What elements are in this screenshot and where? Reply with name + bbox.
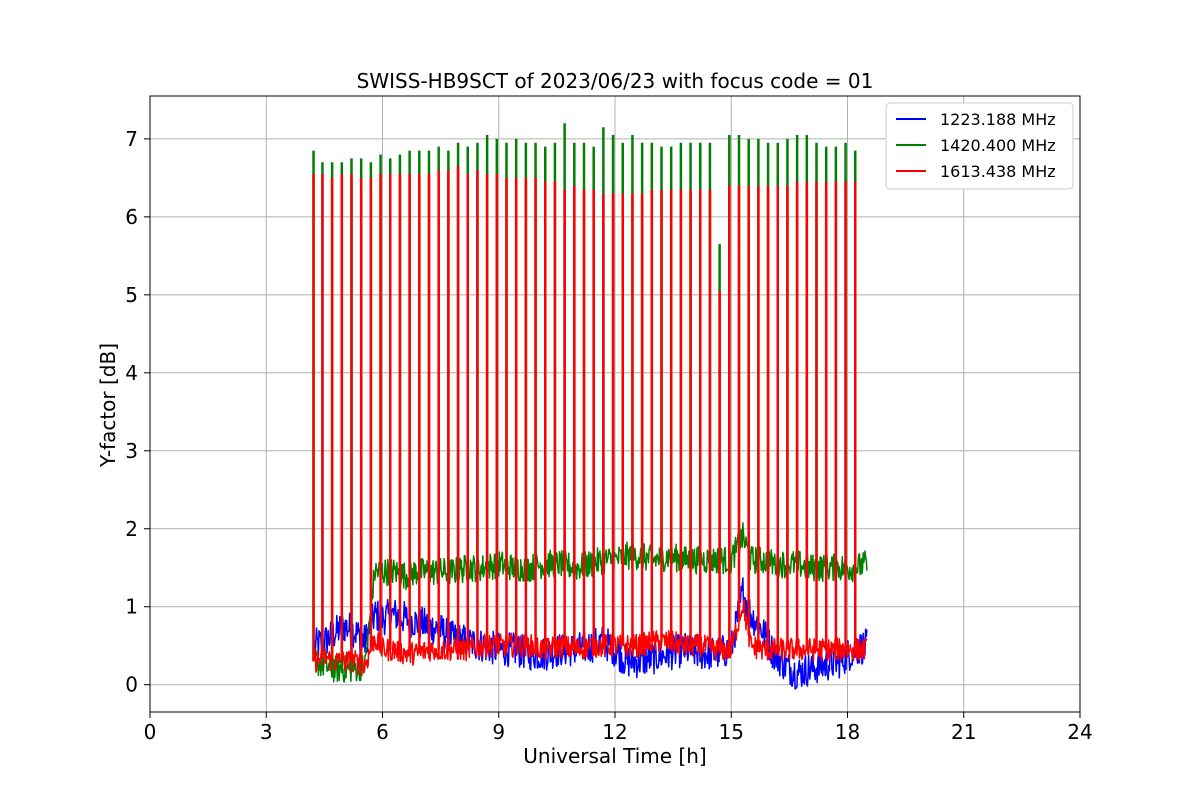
x-axis-ticks: 0 3 6 9 12 15 18 21 24 <box>144 712 1093 744</box>
x-tick-label: 21 <box>951 720 976 744</box>
legend-label-1420: 1420.400 MHz <box>940 136 1056 155</box>
x-tick-label: 15 <box>719 720 744 744</box>
x-tick-label: 3 <box>260 720 273 744</box>
y-tick-label: 2 <box>125 517 138 541</box>
plot-series <box>312 123 868 690</box>
legend-label-1613: 1613.438 MHz <box>940 162 1056 181</box>
x-tick-label: 18 <box>835 720 860 744</box>
x-axis-label: Universal Time [h] <box>523 744 706 768</box>
y-tick-label: 7 <box>125 127 138 151</box>
y-tick-label: 0 <box>125 673 138 697</box>
x-tick-label: 12 <box>602 720 627 744</box>
y-tick-label: 4 <box>125 361 138 385</box>
x-tick-label: 6 <box>376 720 389 744</box>
x-tick-label: 0 <box>144 720 157 744</box>
legend-label-1223: 1223.188 MHz <box>940 110 1056 129</box>
series-line-2 <box>313 522 868 683</box>
x-tick-label: 9 <box>492 720 505 744</box>
y-tick-label: 1 <box>125 595 138 619</box>
y-axis-ticks: 0 1 2 3 4 5 6 7 <box>125 127 150 697</box>
y-tick-label: 5 <box>125 283 138 307</box>
y-tick-label: 6 <box>125 205 138 229</box>
y-tick-label: 3 <box>125 439 138 463</box>
x-tick-label: 24 <box>1067 720 1092 744</box>
chart-title: SWISS-HB9SCT of 2023/06/23 with focus co… <box>357 69 874 93</box>
series-line-3 <box>314 598 868 677</box>
y-axis-label: Y-factor [dB] <box>96 343 120 468</box>
legend-box <box>885 102 1074 190</box>
legend: 1223.188 MHz 1420.400 MHz 1613.438 MHz <box>885 102 1074 190</box>
